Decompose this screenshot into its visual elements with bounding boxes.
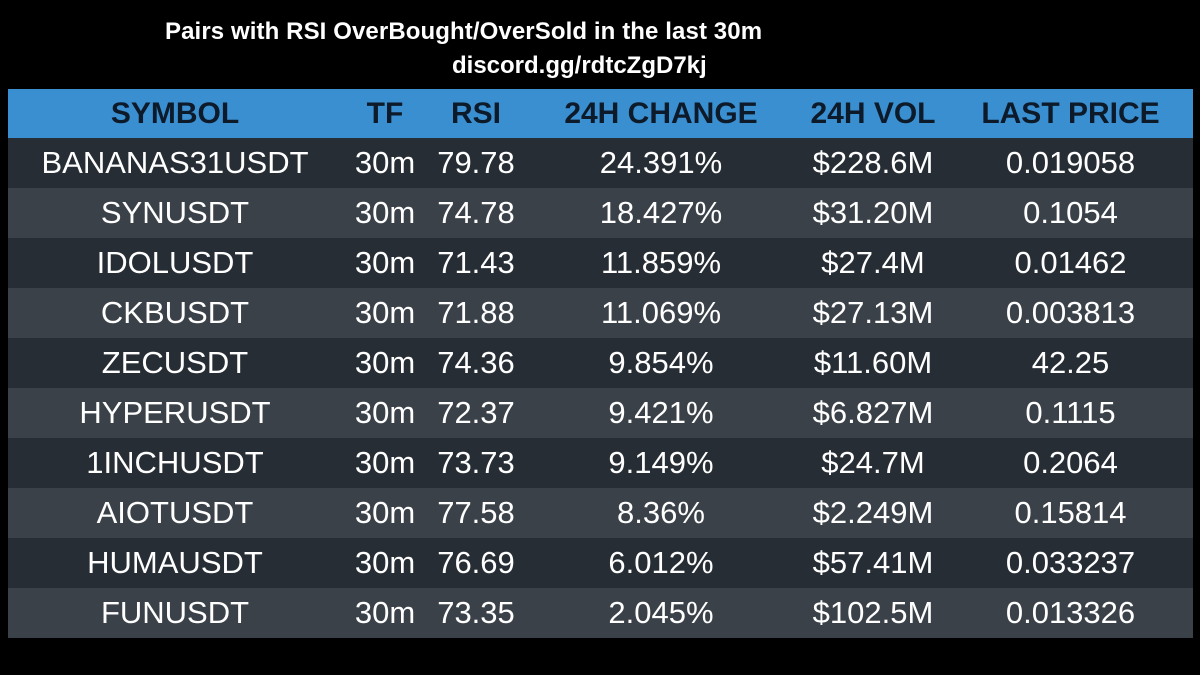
cell-tf: 30m <box>354 445 416 480</box>
cell-symbol: HYPERUSDT <box>79 395 271 430</box>
cell-volume: $11.60M <box>813 345 933 380</box>
table-row: ZECUSDT 30m 74.36 9.854% $11.60M 42.25 <box>8 338 1193 388</box>
table-row: HYPERUSDT 30m 72.37 9.421% $6.827M 0.1115 <box>8 388 1193 438</box>
cell-tf: 30m <box>354 295 416 330</box>
table-row: HUMAUSDT 30m 76.69 6.012% $57.41M 0.033237 <box>8 538 1193 588</box>
cell-tf: 30m <box>354 145 416 180</box>
table-row: AIOTUSDT 30m 77.58 8.36% $2.249M 0.15814 <box>8 488 1193 538</box>
header-symbol: SYMBOL <box>110 96 240 130</box>
cell-last-price: 0.2064 <box>1023 445 1118 480</box>
table-row: CKBUSDT 30m 71.88 11.069% $27.13M 0.003813 <box>8 288 1193 338</box>
cell-volume: $2.249M <box>812 495 934 530</box>
cell-symbol: SYNUSDT <box>100 195 250 230</box>
cell-change: 8.36% <box>617 495 705 530</box>
rsi-table: SYMBOL TF RSI 24H CHANGE 24H VOL LAST PR… <box>8 89 1193 638</box>
cell-tf: 30m <box>354 495 416 530</box>
cell-tf: 30m <box>354 195 416 230</box>
cell-symbol: AIOTUSDT <box>96 495 254 530</box>
header-tf: TF <box>366 96 404 130</box>
cell-change: 2.045% <box>608 595 714 630</box>
cell-change: 9.149% <box>608 445 714 480</box>
cell-symbol: FUNUSDT <box>100 595 250 630</box>
cell-change: 11.859% <box>600 245 722 280</box>
cell-change: 6.012% <box>608 545 714 580</box>
cell-rsi: 74.36 <box>437 345 515 380</box>
cell-rsi: 72.37 <box>437 395 515 430</box>
cell-volume: $6.827M <box>812 395 934 430</box>
cell-last-price: 0.033237 <box>1005 545 1136 580</box>
cell-volume: $57.41M <box>812 545 934 580</box>
cell-symbol: CKBUSDT <box>100 295 250 330</box>
table-row: IDOLUSDT 30m 71.43 11.859% $27.4M 0.01462 <box>8 238 1193 288</box>
table-header-row: SYMBOL TF RSI 24H CHANGE 24H VOL LAST PR… <box>8 89 1193 138</box>
cell-last-price: 0.013326 <box>1005 595 1136 630</box>
cell-change: 9.421% <box>608 395 714 430</box>
table-row: 1INCHUSDT 30m 73.73 9.149% $24.7M 0.2064 <box>8 438 1193 488</box>
cell-tf: 30m <box>354 395 416 430</box>
cell-volume: $102.5M <box>812 595 934 630</box>
cell-tf: 30m <box>354 245 416 280</box>
cell-rsi: 74.78 <box>437 195 515 230</box>
cell-rsi: 79.78 <box>437 145 515 180</box>
cell-last-price: 0.1054 <box>1023 195 1118 230</box>
cell-symbol: HUMAUSDT <box>87 545 263 580</box>
cell-rsi: 73.73 <box>437 445 515 480</box>
header-last-price: LAST PRICE <box>981 96 1160 130</box>
table-row: SYNUSDT 30m 74.78 18.427% $31.20M 0.1054 <box>8 188 1193 238</box>
header-24h-change: 24H CHANGE <box>564 96 758 130</box>
cell-symbol: 1INCHUSDT <box>86 445 264 480</box>
discord-link: discord.gg/rdtcZgD7kj <box>452 52 707 79</box>
page-title: Pairs with RSI OverBought/OverSold in th… <box>165 18 763 45</box>
cell-last-price: 0.15814 <box>1014 495 1127 530</box>
cell-rsi: 73.35 <box>437 595 515 630</box>
cell-tf: 30m <box>354 545 416 580</box>
cell-volume: $27.4M <box>821 245 925 280</box>
cell-change: 9.854% <box>608 345 714 380</box>
cell-symbol: IDOLUSDT <box>96 245 254 280</box>
cell-last-price: 42.25 <box>1031 345 1110 380</box>
cell-volume: $27.13M <box>812 295 934 330</box>
table-row: FUNUSDT 30m 73.35 2.045% $102.5M 0.013326 <box>8 588 1193 638</box>
cell-rsi: 76.69 <box>437 545 515 580</box>
cell-symbol: ZECUSDT <box>101 345 249 380</box>
cell-last-price: 0.019058 <box>1005 145 1136 180</box>
cell-rsi: 71.88 <box>437 295 515 330</box>
cell-volume: $31.20M <box>812 195 934 230</box>
cell-rsi: 71.43 <box>437 245 515 280</box>
cell-last-price: 0.003813 <box>1005 295 1136 330</box>
cell-last-price: 0.1115 <box>1025 395 1116 430</box>
cell-volume: $24.7M <box>821 445 925 480</box>
cell-change: 11.069% <box>600 295 722 330</box>
cell-last-price: 0.01462 <box>1014 245 1127 280</box>
table-row: BANANAS31USDT 30m 79.78 24.391% $228.6M 0.019… <box>8 138 1193 188</box>
header-rsi: RSI <box>450 96 501 130</box>
cell-rsi: 77.58 <box>437 495 515 530</box>
cell-tf: 30m <box>354 345 416 380</box>
cell-change: 18.427% <box>599 195 723 230</box>
cell-volume: $228.6M <box>812 145 934 180</box>
table-body: BANANAS31USDT 30m 79.78 24.391% $228.6M 0.019… <box>8 138 1193 638</box>
cell-symbol: BANANAS31USDT <box>41 145 309 180</box>
cell-change: 24.391% <box>599 145 723 180</box>
cell-tf: 30m <box>354 595 416 630</box>
header-24h-vol: 24H VOL <box>810 96 936 130</box>
